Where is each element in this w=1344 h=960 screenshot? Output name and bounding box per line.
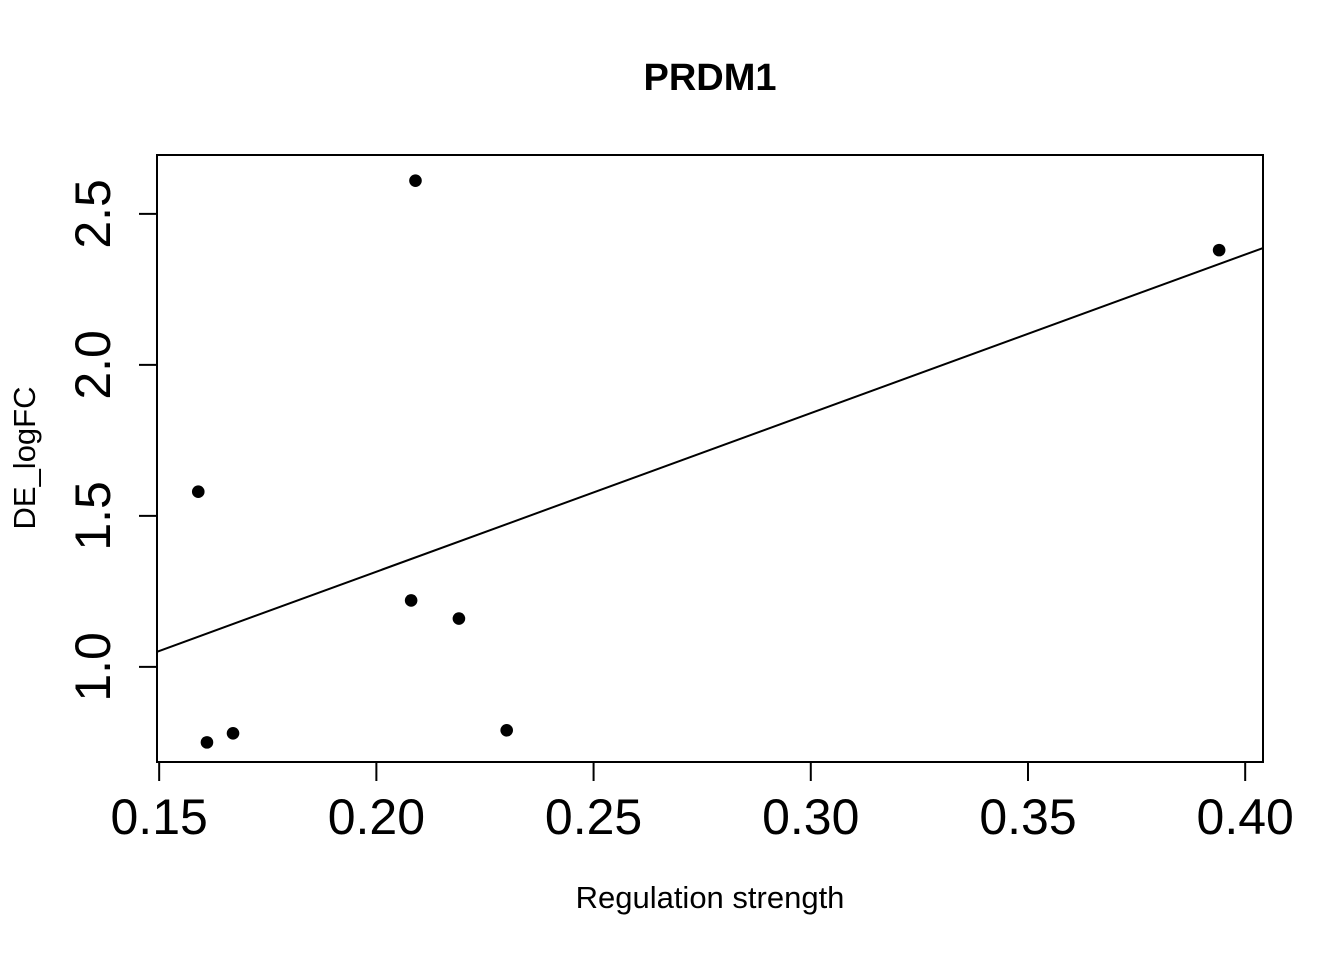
x-axis-tick-label: 0.25 bbox=[545, 789, 642, 845]
x-axis-label: Regulation strength bbox=[575, 880, 845, 915]
x-axis-tick-label: 0.30 bbox=[762, 789, 859, 845]
y-axis-tick-label: 2.5 bbox=[65, 179, 121, 249]
data-point bbox=[191, 485, 205, 499]
plot-border bbox=[156, 154, 1264, 763]
data-point bbox=[200, 736, 214, 749]
regression-line bbox=[156, 247, 1264, 653]
y-axis-label: DE_logFC bbox=[7, 386, 42, 530]
data-point bbox=[500, 723, 513, 737]
data-point bbox=[409, 174, 422, 187]
data-point bbox=[226, 727, 240, 740]
y-axis-tick-label: 2.0 bbox=[65, 330, 121, 400]
y-axis-tick-label: 1.5 bbox=[65, 481, 121, 551]
data-point bbox=[404, 594, 418, 607]
data-point bbox=[1212, 243, 1226, 257]
chart-title: PRDM1 bbox=[643, 57, 777, 99]
x-axis-tick-label: 0.20 bbox=[328, 789, 425, 845]
x-axis-tick-label: 0.40 bbox=[1197, 789, 1294, 845]
x-axis-tick-label: 0.15 bbox=[111, 789, 208, 845]
x-axis-tick-label: 0.35 bbox=[979, 789, 1076, 845]
y-axis-tick-label: 1.0 bbox=[65, 632, 121, 702]
data-point bbox=[452, 612, 466, 625]
